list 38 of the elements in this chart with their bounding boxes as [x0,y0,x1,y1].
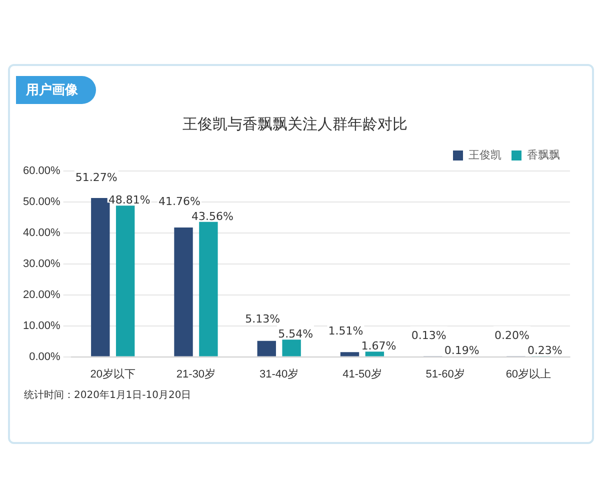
y-tick-label: 20.00% [22,288,61,301]
data-label: 41.76% [158,194,200,208]
bar [116,206,135,356]
x-tick-label: 20岁以下 [90,367,136,380]
bar [365,352,384,356]
bar [199,222,218,356]
y-tick-label: 10.00% [22,320,61,332]
text: 统计时间：2020年1月1日-10月20日 [24,388,192,402]
bar [340,352,360,356]
x-tick-label: 31-40岁 [260,368,299,380]
x-tick-label: 21-30岁 [176,368,216,380]
data-label: 5.54% [278,328,314,341]
data-label: 0.19% [444,344,480,358]
y-tick-label: 0.00% [29,350,61,363]
bar [257,340,276,356]
y-tick-label: 30.00% [22,258,61,270]
data-label: 48.81% [108,194,150,207]
bar [174,227,193,356]
y-tick-label: 50.00% [22,196,61,208]
y-tick-label: 40.00% [22,226,61,239]
data-label: 1.67% [361,339,396,352]
data-label: 1.51% [328,324,364,338]
y-tick-label: 60.00% [22,165,61,178]
text: 用户画像 [16,76,96,104]
data-label: 0.20% [494,328,530,342]
chart-title: 王俊凯与香飘飘关注人群年龄对比 [182,114,408,133]
data-label: 43.56% [191,210,234,223]
legend-label: 王俊凯 [468,148,502,162]
data-label: 5.13% [245,312,280,326]
x-tick-label: 41-50岁 [342,368,382,380]
data-label: 0.23% [527,344,562,357]
x-tick-label: 51-60岁 [426,368,465,380]
bar [91,198,110,356]
bar [282,340,301,356]
x-tick-label: 60岁以上 [506,367,552,380]
legend-label: 香飘飘 [527,148,560,162]
data-label: 0.13% [411,329,446,342]
data-label: 51.27% [75,170,118,184]
